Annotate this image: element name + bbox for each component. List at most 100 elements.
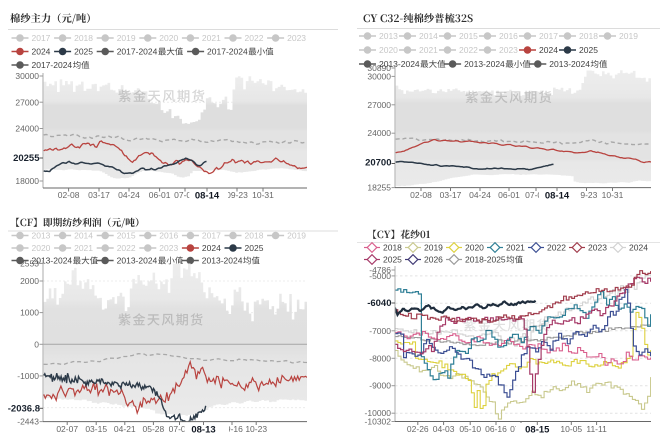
svg-text:2025: 2025 bbox=[74, 47, 93, 57]
svg-text:-2443: -2443 bbox=[17, 417, 39, 427]
svg-text:2021: 2021 bbox=[419, 45, 438, 55]
svg-text:2014: 2014 bbox=[419, 31, 438, 41]
svg-text:2015: 2015 bbox=[117, 231, 136, 241]
svg-text:2024: 2024 bbox=[202, 243, 221, 253]
svg-text:18255: 18255 bbox=[367, 183, 391, 193]
svg-text:04-21: 04-21 bbox=[114, 424, 136, 434]
svg-text:08-14: 08-14 bbox=[545, 190, 570, 201]
svg-text:-1000: -1000 bbox=[17, 371, 39, 381]
svg-text:2013-2024: 2013-2024 bbox=[202, 256, 243, 266]
svg-text:2023: 2023 bbox=[588, 243, 607, 253]
svg-text:2553: 2553 bbox=[20, 259, 39, 269]
svg-text:2016: 2016 bbox=[499, 31, 518, 41]
svg-text:2025: 2025 bbox=[245, 243, 264, 253]
svg-text:20700: 20700 bbox=[365, 157, 391, 168]
svg-text:2017-2024: 2017-2024 bbox=[207, 47, 248, 57]
svg-text:30890: 30890 bbox=[367, 63, 391, 73]
svg-text:03-17: 03-17 bbox=[440, 190, 462, 200]
svg-text:-8000: -8000 bbox=[369, 353, 391, 363]
svg-text:07-04: 07-04 bbox=[169, 424, 191, 434]
svg-text:2000: 2000 bbox=[20, 276, 39, 286]
svg-text:-9000: -9000 bbox=[369, 381, 391, 391]
svg-text:2016: 2016 bbox=[159, 231, 178, 241]
svg-text:2019: 2019 bbox=[117, 33, 136, 43]
svg-text:03-15: 03-15 bbox=[85, 424, 107, 434]
svg-text:09-23: 09-23 bbox=[576, 190, 598, 200]
svg-text:-7000: -7000 bbox=[369, 326, 391, 336]
svg-text:2019: 2019 bbox=[287, 231, 306, 241]
svg-text:1000: 1000 bbox=[20, 308, 39, 318]
svg-text:11-11: 11-11 bbox=[586, 424, 607, 434]
svg-text:2021: 2021 bbox=[202, 33, 221, 43]
svg-text:2017: 2017 bbox=[202, 231, 221, 241]
svg-text:2017-2024: 2017-2024 bbox=[32, 60, 73, 70]
svg-text:2013-2024: 2013-2024 bbox=[379, 59, 420, 69]
svg-text:2018: 2018 bbox=[383, 243, 402, 253]
svg-text:2025: 2025 bbox=[383, 255, 402, 265]
svg-text:10-31: 10-31 bbox=[602, 190, 624, 200]
svg-text:2022: 2022 bbox=[459, 45, 478, 55]
svg-text:06-01: 06-01 bbox=[149, 190, 171, 200]
svg-text:2024: 2024 bbox=[629, 243, 648, 253]
svg-text:06-01: 06-01 bbox=[498, 190, 520, 200]
svg-text:03-17: 03-17 bbox=[88, 190, 110, 200]
svg-text:2017-2024: 2017-2024 bbox=[117, 47, 158, 57]
svg-text:2019: 2019 bbox=[619, 31, 638, 41]
svg-text:09-23: 09-23 bbox=[226, 190, 248, 200]
svg-text:02-07: 02-07 bbox=[56, 424, 78, 434]
svg-text:-2036.8: -2036.8 bbox=[8, 403, 40, 414]
svg-text:27000: 27000 bbox=[15, 97, 39, 107]
svg-text:2020: 2020 bbox=[32, 243, 51, 253]
svg-text:24000: 24000 bbox=[367, 128, 391, 138]
svg-text:18000: 18000 bbox=[15, 176, 39, 186]
svg-text:2013-2024: 2013-2024 bbox=[117, 256, 158, 266]
svg-text:10-05: 10-05 bbox=[560, 424, 582, 434]
svg-text:0: 0 bbox=[34, 339, 39, 349]
svg-text:2021: 2021 bbox=[74, 243, 93, 253]
svg-text:2022: 2022 bbox=[547, 243, 566, 253]
svg-text:08-14: 08-14 bbox=[195, 190, 220, 201]
svg-text:08-15: 08-15 bbox=[525, 424, 550, 435]
svg-text:2014: 2014 bbox=[74, 231, 93, 241]
svg-text:10-31: 10-31 bbox=[252, 190, 274, 200]
svg-text:2024: 2024 bbox=[32, 47, 51, 57]
svg-text:2020: 2020 bbox=[159, 33, 178, 43]
svg-text:-4786: -4786 bbox=[369, 265, 391, 275]
svg-text:2017: 2017 bbox=[539, 31, 558, 41]
svg-text:2015: 2015 bbox=[459, 31, 478, 41]
svg-text:2021: 2021 bbox=[506, 243, 525, 253]
svg-text:30000: 30000 bbox=[367, 71, 391, 81]
svg-text:24000: 24000 bbox=[15, 124, 39, 134]
svg-text:2013: 2013 bbox=[379, 31, 398, 41]
svg-text:08-13: 08-13 bbox=[191, 424, 215, 435]
svg-text:2013-2024: 2013-2024 bbox=[32, 256, 73, 266]
svg-text:07-08: 07-08 bbox=[174, 190, 196, 200]
svg-text:-5000: -5000 bbox=[369, 271, 391, 281]
svg-text:2013-2024: 2013-2024 bbox=[464, 59, 505, 69]
svg-text:02-08: 02-08 bbox=[410, 190, 432, 200]
svg-text:30000: 30000 bbox=[15, 71, 39, 81]
svg-text:09-16: 09-16 bbox=[221, 424, 243, 434]
svg-text:2018: 2018 bbox=[74, 33, 93, 43]
svg-text:05-28: 05-28 bbox=[143, 424, 165, 434]
svg-text:-6040: -6040 bbox=[367, 298, 391, 309]
svg-text:2017: 2017 bbox=[32, 33, 51, 43]
svg-text:2018-2025: 2018-2025 bbox=[465, 255, 506, 265]
svg-text:2018: 2018 bbox=[579, 31, 598, 41]
svg-text:2020: 2020 bbox=[465, 243, 484, 253]
svg-text:2018: 2018 bbox=[245, 231, 264, 241]
svg-text:06-16: 06-16 bbox=[485, 424, 507, 434]
svg-text:07-08: 07-08 bbox=[525, 190, 547, 200]
svg-text:10-23: 10-23 bbox=[245, 424, 267, 434]
svg-text:05-10: 05-10 bbox=[459, 424, 481, 434]
svg-text:02-08: 02-08 bbox=[58, 190, 80, 200]
svg-text:2013-2024: 2013-2024 bbox=[549, 59, 590, 69]
svg-text:04-24: 04-24 bbox=[118, 190, 140, 200]
svg-text:20255: 20255 bbox=[13, 153, 40, 164]
svg-text:-10000: -10000 bbox=[365, 408, 392, 418]
svg-text:2013: 2013 bbox=[32, 231, 51, 241]
svg-text:-10302: -10302 bbox=[365, 417, 392, 427]
svg-text:2026: 2026 bbox=[424, 255, 443, 265]
svg-text:04-03: 04-03 bbox=[433, 424, 455, 434]
svg-text:2023: 2023 bbox=[287, 33, 306, 43]
